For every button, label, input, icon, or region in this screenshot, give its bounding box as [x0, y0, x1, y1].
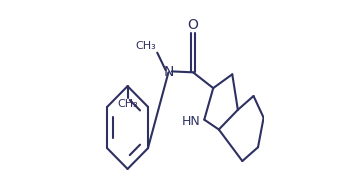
Text: N: N	[163, 65, 174, 79]
Text: CH₃: CH₃	[136, 41, 156, 51]
Text: O: O	[188, 18, 198, 32]
Text: HN: HN	[182, 115, 200, 128]
Text: CH₃: CH₃	[117, 99, 138, 109]
